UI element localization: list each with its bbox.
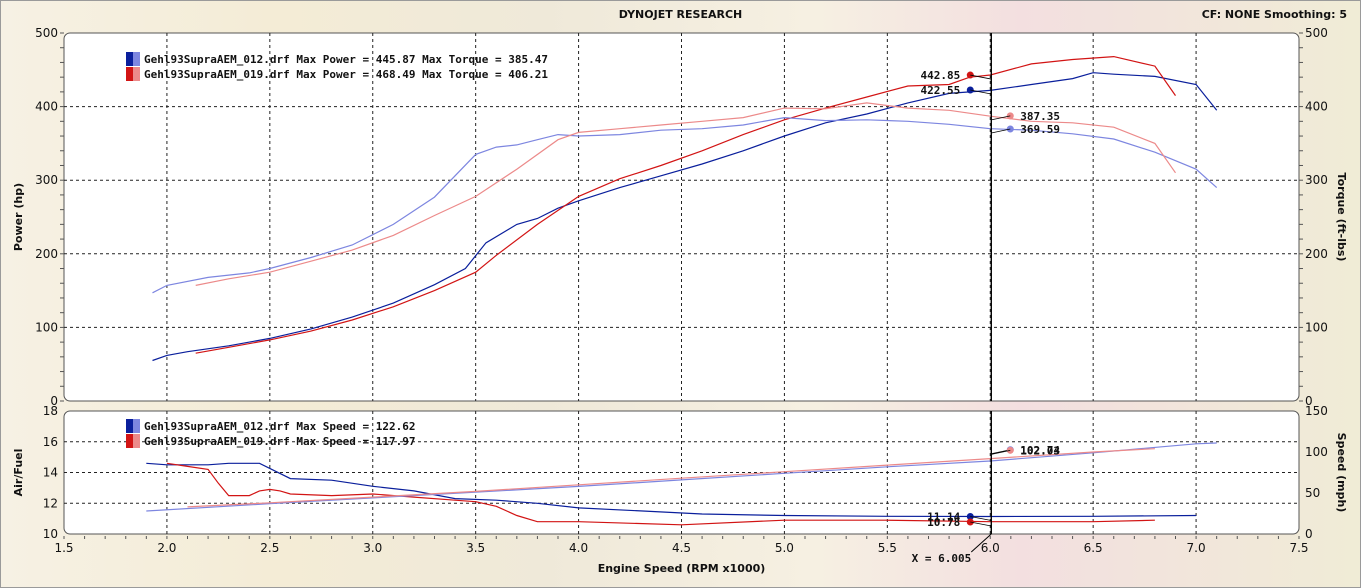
y-tick-label-left: 14 xyxy=(43,466,58,480)
x-tick-label: 6.0 xyxy=(981,541,1000,555)
cursor-x-label: X = 6.005 xyxy=(912,552,972,565)
cursor-leader xyxy=(970,521,992,527)
y-tick-label-right: 300 xyxy=(1305,173,1328,187)
legend-entry: Gehl93SupraAEM_019.drf Max Power = 468.4… xyxy=(144,68,548,81)
y-tick-label-left: 300 xyxy=(35,173,58,187)
legend-swatch xyxy=(133,52,140,66)
legend-swatch xyxy=(133,419,140,433)
y-axis-title-right: Torque (ft-lbs) xyxy=(1335,173,1348,262)
y-tick-label-left: 10 xyxy=(43,527,58,541)
y-axis-title-left: Air/Fuel xyxy=(12,449,25,497)
x-tick-label: 4.0 xyxy=(569,541,588,555)
legend-swatch xyxy=(126,67,133,81)
cursor-value-label: 102.74 xyxy=(1020,444,1060,457)
cursor-value-label: 369.59 xyxy=(1020,123,1060,136)
x-tick-label: 2.5 xyxy=(260,541,279,555)
cursor-value-label: 422.55 xyxy=(921,84,961,97)
x-tick-label: 7.5 xyxy=(1289,541,1308,555)
cursor-leader xyxy=(970,89,992,95)
x-tick-label: 7.0 xyxy=(1187,541,1206,555)
cursor-leader xyxy=(991,449,1011,455)
x-axis-title: Engine Speed (RPM x1000) xyxy=(598,562,766,575)
y-tick-label-right: 100 xyxy=(1305,445,1328,459)
series-line xyxy=(152,72,1218,362)
y-tick-label-right: 100 xyxy=(1305,320,1328,334)
x-tick-label: 1.5 xyxy=(54,541,73,555)
y-axis-title-left: Power (hp) xyxy=(12,183,25,251)
y-tick-label-left: 16 xyxy=(43,435,58,449)
series-line xyxy=(195,102,1176,286)
y-tick-label-left: 12 xyxy=(43,496,58,510)
series-line xyxy=(152,116,1218,294)
legend-swatch xyxy=(133,434,140,448)
legend-entry: Gehl93SupraAEM_012.drf Max Speed = 122.6… xyxy=(144,420,416,433)
legend-swatch xyxy=(133,67,140,81)
cursor-value-label: 442.85 xyxy=(921,69,961,82)
y-tick-label-right: 500 xyxy=(1305,26,1328,40)
y-tick-label-right: 200 xyxy=(1305,247,1328,261)
x-tick-label: 2.0 xyxy=(157,541,176,555)
cursor-value-label: 387.35 xyxy=(1020,110,1060,123)
series-line xyxy=(187,448,1155,508)
y-tick-label-right: 400 xyxy=(1305,100,1328,114)
cursor-leader xyxy=(970,74,992,80)
legend-swatch xyxy=(126,419,133,433)
y-tick-label-left: 18 xyxy=(43,404,58,418)
x-tick-label: 3.5 xyxy=(466,541,485,555)
legend-entry: Gehl93SupraAEM_019.drf Max Speed = 117.9… xyxy=(144,435,416,448)
settings-readout: CF: NONE Smoothing: 5 xyxy=(1201,8,1347,21)
cursor-leader xyxy=(970,533,992,553)
cursor-leader xyxy=(991,115,1011,121)
x-tick-label: 6.5 xyxy=(1084,541,1103,555)
legend-swatch xyxy=(126,52,133,66)
y-tick-label-right: 0 xyxy=(1305,394,1313,408)
x-tick-label: 3.0 xyxy=(363,541,382,555)
chart-title: DYNOJET RESEARCH xyxy=(618,8,743,21)
y-tick-label-left: 500 xyxy=(35,26,58,40)
x-tick-label: 5.0 xyxy=(775,541,794,555)
series-line xyxy=(146,462,1197,518)
series-line xyxy=(195,55,1176,354)
y-tick-label-left: 100 xyxy=(35,320,58,334)
y-tick-label-right: 150 xyxy=(1305,404,1328,418)
x-tick-label: 4.5 xyxy=(672,541,691,555)
cursor-value-label: 10.78 xyxy=(927,516,960,529)
y-tick-label-right: 50 xyxy=(1305,486,1320,500)
y-axis-title-right: Speed (mph) xyxy=(1335,433,1348,513)
legend-swatch xyxy=(126,434,133,448)
cursor-leader xyxy=(970,516,992,521)
x-tick-label: 5.5 xyxy=(878,541,897,555)
y-tick-label-left: 400 xyxy=(35,100,58,114)
y-tick-label-right: 0 xyxy=(1305,527,1313,541)
legend-entry: Gehl93SupraAEM_012.drf Max Power = 445.8… xyxy=(144,53,548,66)
y-tick-label-left: 200 xyxy=(35,247,58,261)
cursor-value-label: 102.03 xyxy=(1020,444,1060,457)
cursor-value-label: 11.14 xyxy=(927,510,960,523)
series-line xyxy=(166,462,1155,526)
y-tick-label-left: 0 xyxy=(50,394,58,408)
cursor-leader xyxy=(991,128,1011,134)
